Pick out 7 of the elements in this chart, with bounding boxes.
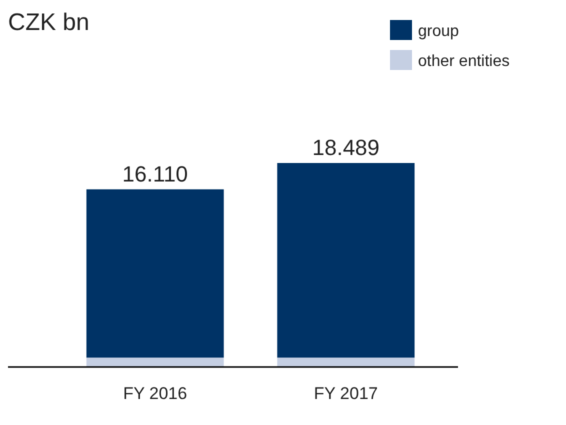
legend-label: other entities	[418, 53, 510, 70]
annotation: 18.489	[312, 135, 380, 160]
x-tick-label: FY 2016	[123, 384, 188, 403]
chart-title: CZK bn	[8, 9, 90, 36]
annotation: 16.110	[122, 161, 188, 186]
x-tick-label: FY 2017	[314, 384, 378, 403]
legend-label: group	[418, 23, 460, 40]
